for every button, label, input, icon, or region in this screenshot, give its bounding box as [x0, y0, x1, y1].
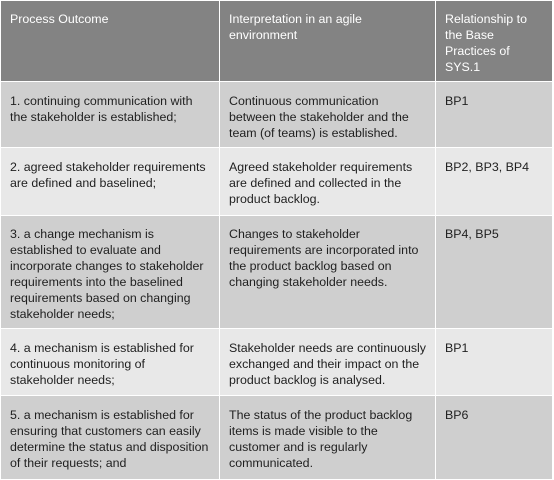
base-practices-cell: BP4, BP5	[435, 215, 553, 329]
interpretation-cell: Stakeholder needs are continuously excha…	[219, 328, 436, 396]
table-row: 5. a mechanism is established for ensuri…	[0, 395, 553, 480]
interpretation-cell: Agreed stakeholder requirements are defi…	[219, 147, 436, 216]
header-process-outcome: Process Outcome	[0, 0, 220, 82]
table-row: 2. agreed stakeholder requirements are d…	[0, 147, 553, 216]
base-practices-cell: BP2, BP3, BP4	[435, 147, 553, 216]
table-row: 3. a change mechanism is established to …	[0, 215, 553, 329]
outcome-cell: 1. continuing communication with the sta…	[0, 81, 220, 148]
interpretation-cell: Continuous communication between the sta…	[219, 81, 436, 148]
table-row: 1. continuing communication with the sta…	[0, 81, 553, 148]
outcome-cell: 3. a change mechanism is established to …	[0, 215, 220, 329]
interpretation-cell: Changes to stakeholder requirements are …	[219, 215, 436, 329]
header-interpretation: Interpretation in an agile environment	[219, 0, 436, 82]
base-practices-cell: BP6	[435, 395, 553, 480]
table-row: 4. a mechanism is established for contin…	[0, 328, 553, 396]
header-base-practices: Relationship to the Base Practices of SY…	[435, 0, 553, 82]
table-header-row: Process Outcome Interpretation in an agi…	[0, 0, 553, 82]
outcome-cell: 4. a mechanism is established for contin…	[0, 328, 220, 396]
base-practices-cell: BP1	[435, 328, 553, 396]
outcome-cell: 5. a mechanism is established for ensuri…	[0, 395, 220, 480]
interpretation-cell: The status of the product backlog items …	[219, 395, 436, 480]
outcome-cell: 2. agreed stakeholder requirements are d…	[0, 147, 220, 216]
base-practices-cell: BP1	[435, 81, 553, 148]
